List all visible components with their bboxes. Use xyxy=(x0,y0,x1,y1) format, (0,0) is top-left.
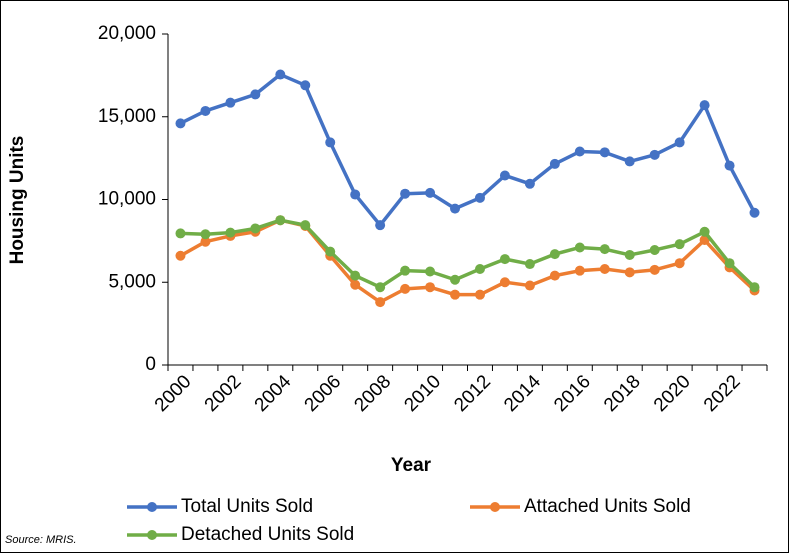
data-point xyxy=(275,69,286,80)
data-point xyxy=(350,189,361,200)
data-point xyxy=(674,239,685,250)
data-point xyxy=(574,242,585,253)
legend-marker xyxy=(490,502,500,512)
data-point xyxy=(325,137,336,148)
data-point xyxy=(175,228,186,239)
data-point xyxy=(350,270,361,281)
data-point xyxy=(624,267,635,278)
data-point xyxy=(599,147,610,158)
y-tick-label: 20,000 xyxy=(98,23,156,44)
y-tick-label: 5,000 xyxy=(108,271,156,292)
data-point xyxy=(450,203,461,214)
data-point xyxy=(225,227,236,238)
data-point xyxy=(275,215,286,226)
data-point xyxy=(350,279,361,290)
data-point xyxy=(524,280,535,291)
data-point xyxy=(499,277,510,288)
data-point xyxy=(649,149,660,160)
data-point xyxy=(749,282,760,293)
data-point xyxy=(200,105,211,116)
data-point xyxy=(474,289,485,300)
data-point xyxy=(325,246,336,257)
legend-label: Attached Units Sold xyxy=(524,496,691,517)
data-point xyxy=(425,282,436,293)
data-point xyxy=(499,254,510,265)
data-point xyxy=(375,220,386,231)
data-point xyxy=(599,244,610,255)
data-point xyxy=(674,137,685,148)
data-point xyxy=(649,244,660,255)
legend-marker xyxy=(147,502,157,512)
data-point xyxy=(450,289,461,300)
data-point xyxy=(524,178,535,189)
data-point xyxy=(250,223,261,234)
data-point xyxy=(699,226,710,237)
data-point xyxy=(375,282,386,293)
data-point xyxy=(400,283,411,294)
data-point xyxy=(474,264,485,275)
y-tick-label: 10,000 xyxy=(98,189,156,210)
data-point xyxy=(175,250,186,261)
source-note: Source: MRIS. xyxy=(5,534,77,546)
legend-label: Total Units Sold xyxy=(181,496,313,517)
data-point xyxy=(549,158,560,169)
data-point xyxy=(624,249,635,260)
data-point xyxy=(474,192,485,203)
data-point xyxy=(749,207,760,218)
legend-marker xyxy=(147,530,157,540)
data-point xyxy=(200,229,211,240)
y-tick-label: 15,000 xyxy=(98,106,156,127)
data-point xyxy=(175,118,186,129)
data-point xyxy=(375,297,386,308)
data-point xyxy=(549,270,560,281)
y-tick-label: 0 xyxy=(145,354,156,375)
data-point xyxy=(225,97,236,108)
data-point xyxy=(250,89,261,100)
data-point xyxy=(400,188,411,199)
data-point xyxy=(425,187,436,198)
data-point xyxy=(549,249,560,260)
data-point xyxy=(200,236,211,247)
data-point xyxy=(599,264,610,275)
data-point xyxy=(649,264,660,275)
data-point xyxy=(724,160,735,171)
data-point xyxy=(699,100,710,111)
data-point xyxy=(724,258,735,269)
data-point xyxy=(524,259,535,270)
data-point xyxy=(574,146,585,157)
data-point xyxy=(425,266,436,277)
data-point xyxy=(624,156,635,167)
legend-label: Detached Units Sold xyxy=(181,524,354,545)
data-point xyxy=(300,80,311,91)
data-point xyxy=(400,265,411,276)
data-point xyxy=(674,258,685,269)
data-point xyxy=(499,170,510,181)
data-point xyxy=(450,274,461,285)
data-point xyxy=(574,265,585,276)
y-axis-title: Housing Units xyxy=(7,136,28,265)
data-point xyxy=(300,220,311,231)
x-axis-title: Year xyxy=(391,455,432,476)
